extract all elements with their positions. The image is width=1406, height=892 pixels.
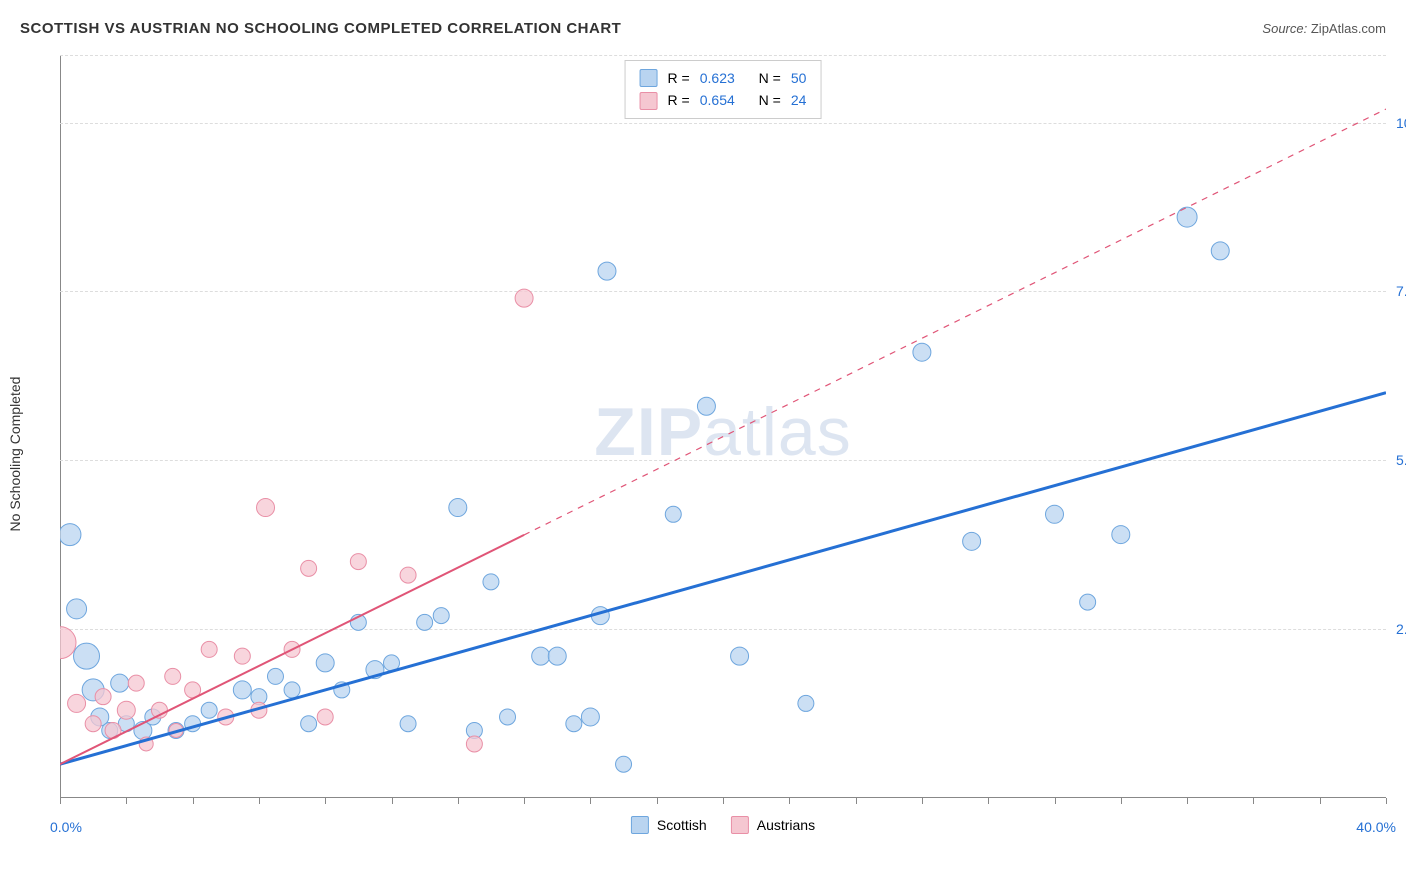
- legend-row-austrians: R = 0.654 N = 24: [640, 89, 807, 111]
- trend-line: [60, 535, 524, 764]
- source-credit: Source: ZipAtlas.com: [1262, 21, 1386, 36]
- data-point: [798, 695, 814, 711]
- n-label: N =: [759, 89, 781, 111]
- data-point: [201, 641, 217, 657]
- data-point: [284, 682, 300, 698]
- data-point: [1046, 505, 1064, 523]
- source-label: Source:: [1262, 21, 1307, 36]
- data-point: [598, 262, 616, 280]
- data-point: [731, 647, 749, 665]
- data-point: [74, 643, 100, 669]
- data-point: [350, 554, 366, 570]
- data-point: [234, 648, 250, 664]
- data-point: [1112, 526, 1130, 544]
- plot-area: ZIPatlas R = 0.623 N = 50 R = 0.654 N = …: [60, 55, 1386, 840]
- data-point: [316, 654, 334, 672]
- chart-title: SCOTTISH VS AUSTRIAN NO SCHOOLING COMPLE…: [20, 20, 621, 37]
- n-label: N =: [759, 67, 781, 89]
- data-point: [85, 716, 101, 732]
- data-point: [111, 674, 129, 692]
- chart-container: SCOTTISH VS AUSTRIAN NO SCHOOLING COMPLE…: [0, 0, 1406, 892]
- correlation-legend: R = 0.623 N = 50 R = 0.654 N = 24: [625, 60, 822, 119]
- data-point: [117, 701, 135, 719]
- swatch-scottish: [640, 69, 658, 87]
- plot-svg: [60, 55, 1386, 840]
- data-point: [483, 574, 499, 590]
- data-point: [400, 567, 416, 583]
- data-point: [165, 668, 181, 684]
- data-point: [515, 289, 533, 307]
- data-point: [301, 560, 317, 576]
- data-point: [913, 343, 931, 361]
- data-point: [317, 709, 333, 725]
- r-label: R =: [668, 89, 690, 111]
- y-tick-label: 2.5%: [1396, 621, 1406, 637]
- n-value-scottish: 50: [791, 67, 807, 89]
- data-point: [128, 675, 144, 691]
- swatch-austrians: [640, 92, 658, 110]
- title-bar: SCOTTISH VS AUSTRIAN NO SCHOOLING COMPLE…: [20, 20, 1386, 37]
- data-point: [67, 599, 87, 619]
- data-point: [68, 694, 86, 712]
- x-tick: [1386, 798, 1387, 804]
- n-value-austrians: 24: [791, 89, 807, 111]
- data-point: [500, 709, 516, 725]
- y-tick-label: 5.0%: [1396, 452, 1406, 468]
- data-point: [233, 681, 251, 699]
- source-name: ZipAtlas.com: [1311, 21, 1386, 36]
- r-label: R =: [668, 67, 690, 89]
- data-point: [1211, 242, 1229, 260]
- data-point: [60, 524, 81, 546]
- y-axis-label: No Schooling Completed: [7, 377, 23, 532]
- data-point: [257, 499, 275, 517]
- r-value-scottish: 0.623: [700, 67, 735, 89]
- data-point: [616, 756, 632, 772]
- data-point: [665, 506, 681, 522]
- data-point: [433, 608, 449, 624]
- data-point: [697, 397, 715, 415]
- data-point: [963, 532, 981, 550]
- data-point: [201, 702, 217, 718]
- data-point: [1080, 594, 1096, 610]
- data-point: [400, 716, 416, 732]
- data-point: [449, 499, 467, 517]
- y-tick-label: 7.5%: [1396, 283, 1406, 299]
- y-tick-label: 10.0%: [1396, 115, 1406, 131]
- r-value-austrians: 0.654: [700, 89, 735, 111]
- data-point: [301, 716, 317, 732]
- data-point: [417, 614, 433, 630]
- data-point: [267, 668, 283, 684]
- data-point: [566, 716, 582, 732]
- data-point: [95, 689, 111, 705]
- trend-line: [60, 393, 1386, 765]
- data-point: [548, 647, 566, 665]
- data-point: [581, 708, 599, 726]
- data-point: [466, 736, 482, 752]
- legend-row-scottish: R = 0.623 N = 50: [640, 67, 807, 89]
- trend-line-dashed: [524, 109, 1386, 535]
- data-point: [532, 647, 550, 665]
